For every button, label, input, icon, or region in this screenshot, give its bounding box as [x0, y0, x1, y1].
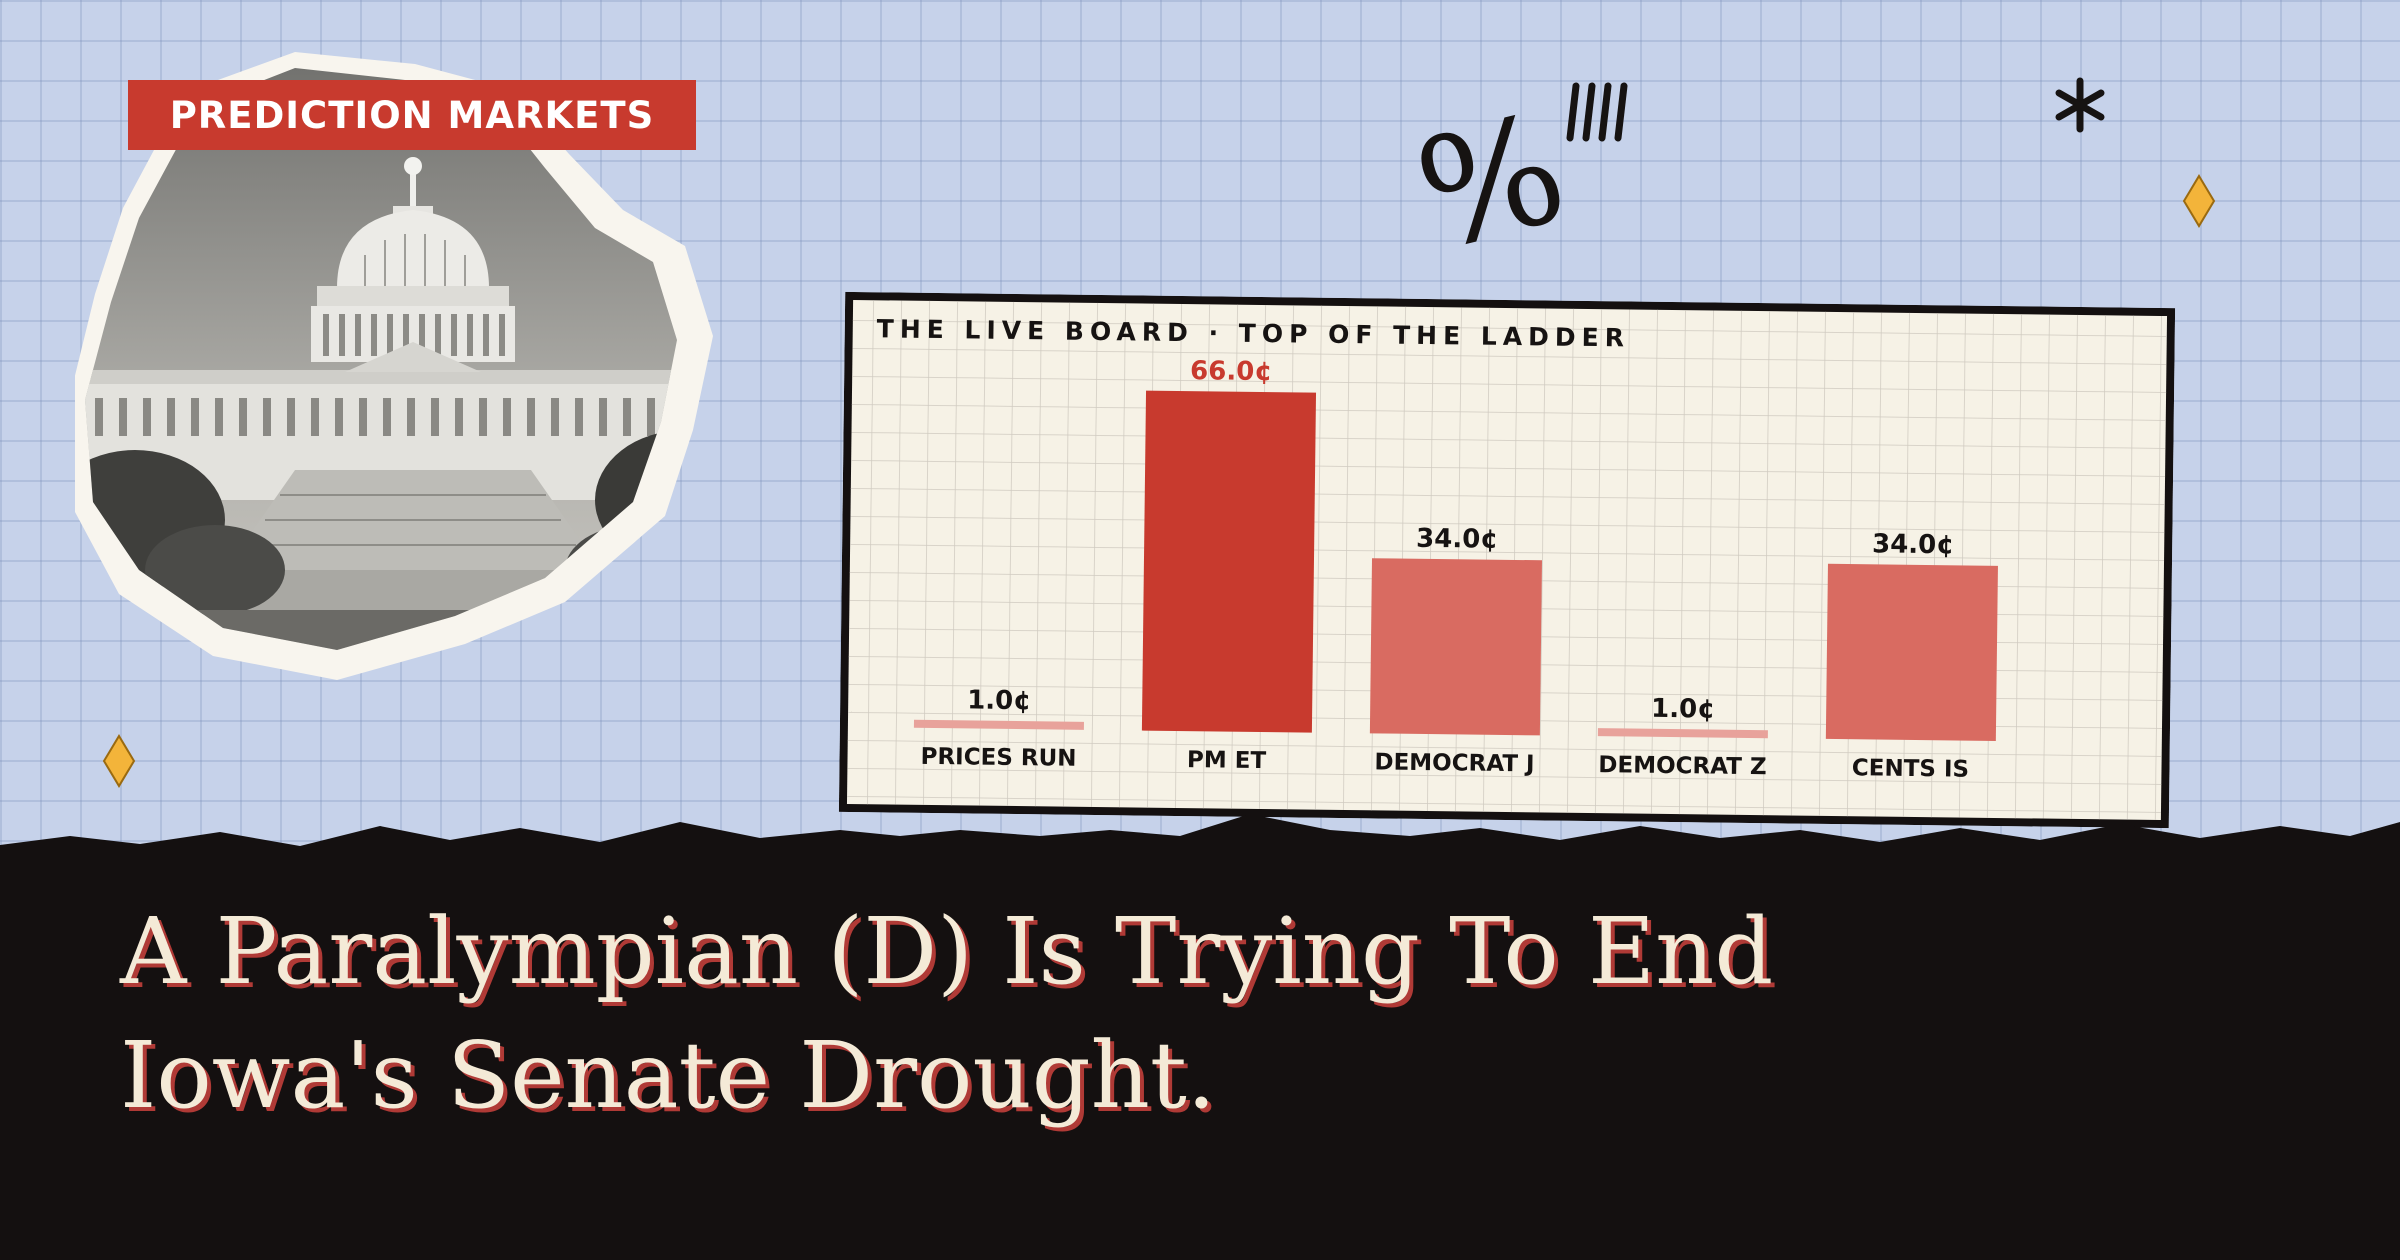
bar-value-label-3: 34.0¢ — [1416, 524, 1499, 555]
diamond-icon — [102, 734, 136, 788]
bar-3 — [1369, 558, 1542, 736]
category-label-4: DEMOCRAT Z — [1598, 752, 1767, 780]
category-label-2: PM ET — [1187, 747, 1267, 774]
headline-line-1: A Paralympian (D) Is Trying To End — [120, 898, 1774, 1005]
tally-marks-icon — [1566, 82, 1628, 142]
bar-4 — [1597, 728, 1768, 739]
section-badge: PREDICTION MARKETS — [128, 80, 696, 150]
capitol-photo — [75, 52, 713, 680]
headline: A Paralympian (D) Is Trying To End Iowa'… — [120, 890, 1820, 1138]
chart-board: THE LIVE BOARD · TOP OF THE LADDER 1.0¢P… — [838, 291, 2176, 829]
category-label-5: CENTS IS — [1852, 755, 1970, 782]
bar-value-label-1: 1.0¢ — [967, 685, 1032, 716]
diamond-icon — [2182, 174, 2216, 228]
asterisk-icon — [2055, 77, 2105, 133]
bar-5 — [1825, 563, 1998, 741]
bar-1 — [913, 719, 1084, 730]
bar-value-label-2: 66.0¢ — [1190, 356, 1273, 387]
bar-2 — [1141, 390, 1317, 733]
category-label-3: DEMOCRAT J — [1374, 749, 1534, 777]
bar-value-label-5: 34.0¢ — [1872, 529, 1955, 560]
category-label-1: PRICES RUN — [920, 744, 1076, 772]
bar-value-label-4: 1.0¢ — [1651, 694, 1716, 725]
headline-line-2: Iowa's Senate Drought. — [120, 1022, 1217, 1129]
